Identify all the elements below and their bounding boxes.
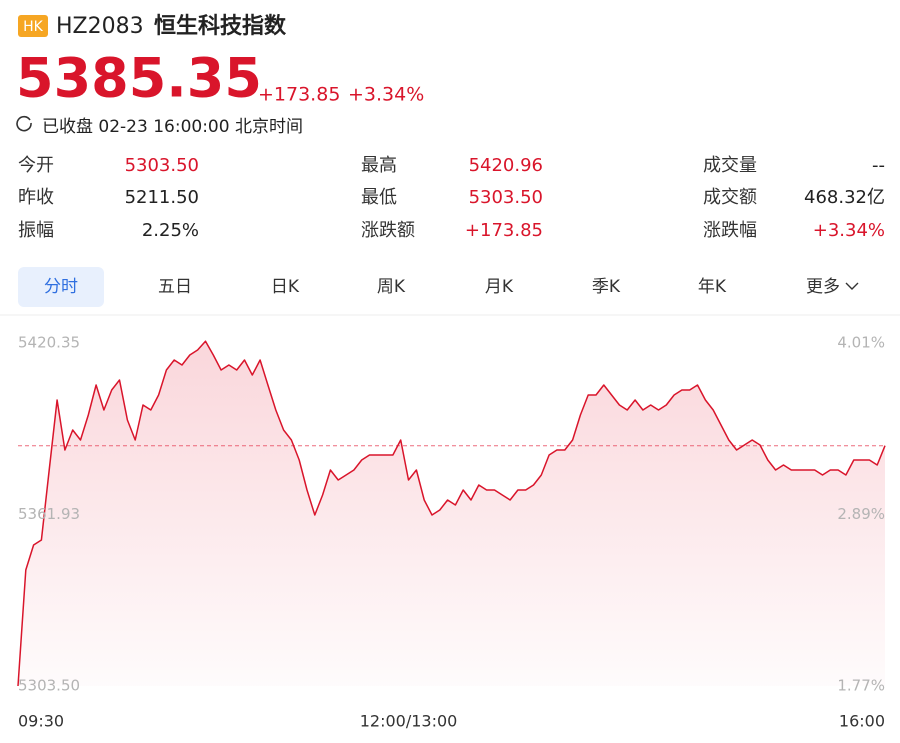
stat-label: 成交量 (703, 155, 757, 176)
badge-bg (18, 15, 48, 37)
tab[interactable]: 年K (698, 277, 727, 297)
stat-label: 涨跌额 (361, 220, 415, 241)
y-tick-label: 5420.35 (18, 334, 80, 352)
x-tick-label: 09:30 (18, 712, 64, 731)
stat-label: 涨跌幅 (703, 220, 757, 241)
stat-label: 昨收 (18, 187, 54, 208)
stat-value: -- (872, 155, 885, 176)
stat-value: +3.34% (813, 220, 885, 241)
y2-tick-label: 1.77% (837, 677, 885, 695)
status: 已收盘 02-23 16:00:00 北京时间 (42, 117, 303, 137)
tab[interactable]: 日K (271, 277, 300, 297)
stat-value: 5211.50 (125, 187, 199, 208)
tab[interactable]: 周K (377, 277, 406, 297)
stat-value: 5420.96 (469, 155, 543, 176)
clock-icon (16, 115, 32, 132)
stat-label: 成交额 (703, 187, 757, 208)
y2-tick-label: 4.01% (837, 334, 885, 352)
price: 5385.35 (16, 47, 262, 110)
stat-label: 振幅 (18, 220, 54, 241)
code: HZ2083 (56, 14, 144, 39)
stat-value: 5303.50 (125, 155, 199, 176)
tab[interactable]: 更多 (806, 277, 840, 297)
stat-value: 5303.50 (469, 187, 543, 208)
y-tick-label: 5361.93 (18, 505, 80, 523)
stats: 今开 5303.50 最高 5420.96 成交量 -- 昨收 5211.50 … (18, 155, 885, 241)
area (18, 341, 885, 686)
y-tick-label: 5303.50 (18, 677, 80, 695)
stat-label: 最高 (361, 155, 397, 176)
tab[interactable]: 季K (592, 277, 621, 297)
stat-label: 最低 (361, 187, 397, 208)
price-line (17, 340, 886, 687)
tab-active-bg[interactable] (18, 267, 104, 307)
stat-value: 468.32亿 (804, 187, 885, 208)
x-tick-label: 16:00 (839, 712, 885, 731)
badge: HK (23, 19, 44, 35)
tab[interactable]: 五日 (158, 277, 192, 297)
chart: 5303.50 5361.93 5420.35 1.77% 2.89% 4.01% 09:3… (17, 334, 886, 731)
tab[interactable]: 月K (485, 277, 514, 297)
tab[interactable]: 分时 (44, 277, 78, 297)
x-tick-label: 12:00/13:00 (360, 712, 458, 731)
change-pct: +3.34% (348, 84, 424, 106)
stat-label: 今开 (18, 155, 54, 176)
change: +173.85 (258, 84, 340, 106)
y2-tick-label: 2.89% (837, 505, 885, 523)
index-name: 恒生科技指数 (154, 13, 287, 39)
stat-value: 2.25% (142, 220, 199, 241)
stat-value: +173.85 (465, 220, 543, 241)
chevron (845, 282, 859, 290)
